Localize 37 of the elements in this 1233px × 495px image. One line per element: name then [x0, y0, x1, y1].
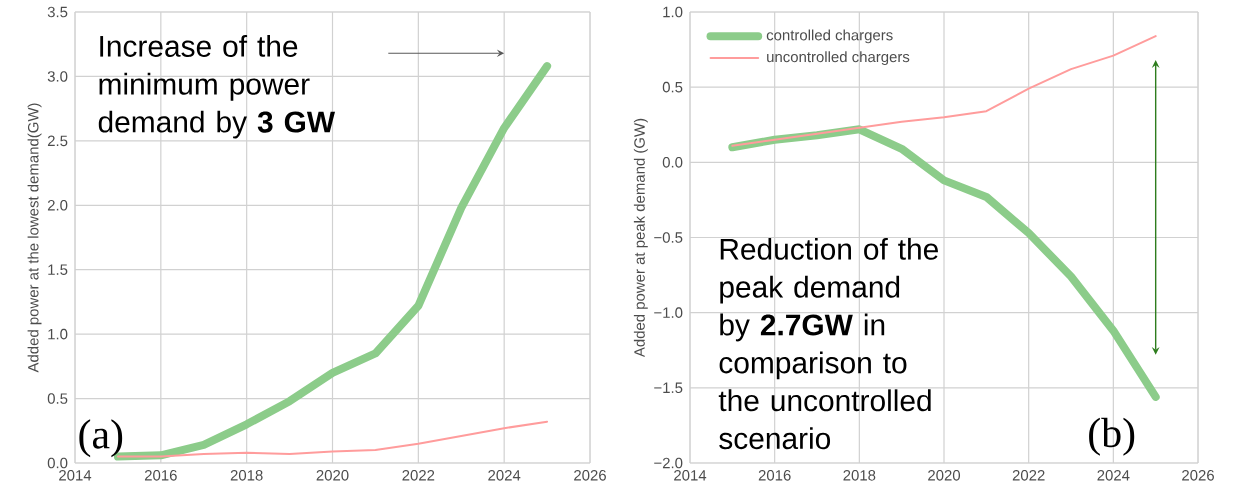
x-tick-label: 2022 [1012, 470, 1045, 481]
y-tick-label: 3.0 [47, 71, 68, 82]
y-axis-title: Added power at the lowest demand(GW) [27, 103, 42, 373]
y-tick-label: 0.0 [662, 157, 683, 168]
annotation: (a) [79, 419, 123, 458]
y-tick-label: −0.5 [654, 232, 683, 243]
y-tick-label: 2.0 [47, 199, 68, 211]
x-tick-label: 2014 [674, 470, 707, 481]
x-tick-label: 2020 [928, 470, 961, 481]
y-tick-label: 1.0 [48, 328, 68, 340]
legend-label: uncontrolled chargers [767, 51, 910, 66]
x-tick-label: 2018 [230, 470, 263, 481]
annotation: (b) [1089, 417, 1135, 456]
x-tick-label: 2016 [758, 470, 791, 481]
annotation: Reduction of the peak demand by 2.7GW in comparison to the uncontrolled scenario [718, 237, 938, 450]
y-tick-label: 1.0 [663, 6, 683, 18]
y-tick-label: 0.0 [47, 457, 68, 469]
y-axis-title: Added power at peak demand (GW) [633, 118, 648, 358]
x-tick-label: 2016 [144, 470, 177, 481]
y-tick-label: 0.5 [47, 393, 68, 404]
x-tick-label: 2026 [1182, 470, 1214, 481]
x-tick-label: 2024 [488, 470, 521, 481]
x-tick-label: 2014 [59, 470, 92, 481]
y-tick-label: −2.0 [654, 457, 683, 469]
y-tick-label: 1.5 [48, 264, 68, 275]
x-tick-label: 2022 [402, 470, 435, 481]
x-tick-label: 2026 [574, 470, 606, 481]
y-tick-label: 3.5 [47, 6, 68, 18]
y-tick-label: −1.0 [654, 307, 683, 318]
x-tick-label: 2018 [843, 470, 876, 481]
x-tick-label: 2024 [1097, 470, 1130, 481]
legend-label: controlled chargers [766, 29, 893, 44]
annotation: Increase of the minimum power demand by 3 GW [98, 34, 336, 139]
y-tick-label: 2.5 [47, 135, 68, 147]
y-tick-label: 0.5 [662, 81, 683, 93]
y-tick-label: −1.5 [654, 382, 683, 394]
x-tick-label: 2020 [316, 470, 349, 481]
